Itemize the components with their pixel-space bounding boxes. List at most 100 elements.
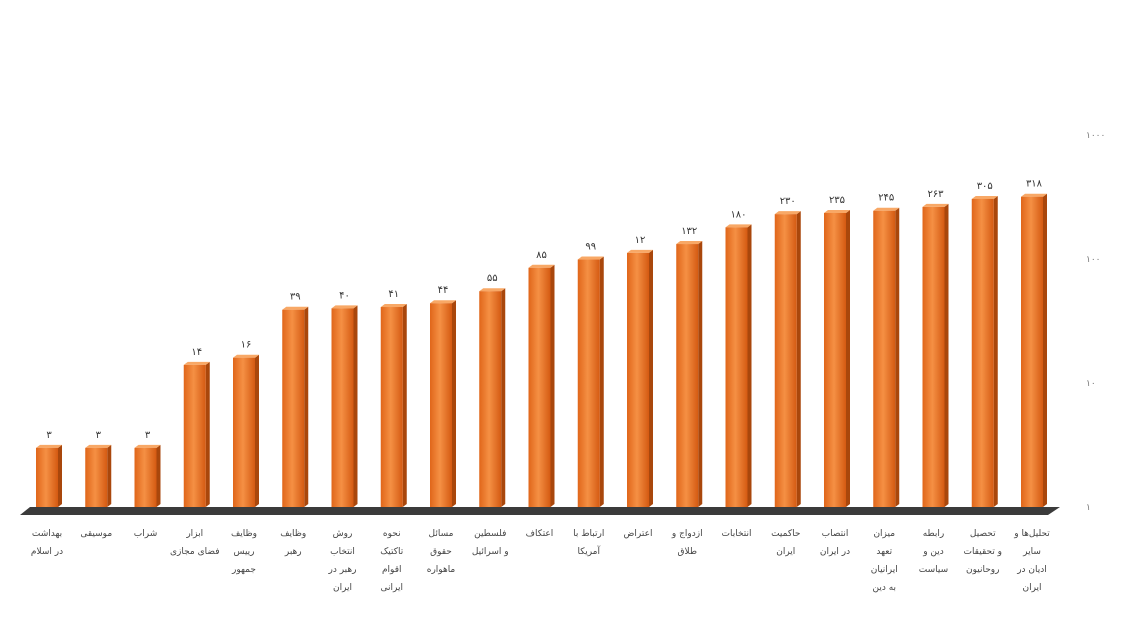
value-label: ۳ bbox=[96, 430, 102, 441]
value-label: ۴۰ bbox=[339, 290, 350, 301]
value-label: ۲۶۳ bbox=[927, 189, 944, 200]
bar bbox=[36, 447, 58, 507]
bar bbox=[971, 198, 994, 507]
bar-top bbox=[627, 249, 653, 253]
category-label: ارتباط با آمریکا bbox=[573, 529, 604, 557]
category-label: میزان تعهد ایرانیان به دین bbox=[871, 529, 898, 593]
y-axis-ticks: ۱ ۱۰ ۱۰۰ ۱۰۰۰ bbox=[1086, 131, 1105, 513]
bar-side bbox=[649, 249, 653, 507]
category-label: اعتراض bbox=[624, 529, 653, 539]
category-label: ازدواج و طلاق bbox=[671, 529, 703, 557]
bar bbox=[380, 307, 403, 507]
value-label: ۲۴۵ bbox=[878, 193, 894, 204]
bar bbox=[282, 309, 305, 507]
category-label: نحوه تاکتیک اقوام ایرانی bbox=[380, 529, 404, 593]
bar-side bbox=[895, 207, 900, 507]
value-labels: ۳۱۸ ۳۰۵ ۲۶۳ ۲۴۵ ۲۳۵ ۲۳۰ ۱۸۰ ۱۳۲ ۱۲ ۹۹ ۸۵ ۵۵ ۴۴ ۴۱ ۴۰ ۳۹… bbox=[46, 179, 1042, 441]
bar bbox=[1021, 196, 1043, 507]
value-label: ۳۹ bbox=[290, 292, 301, 303]
bar-side bbox=[747, 224, 752, 508]
category-label: مسائل حقوق ماهواره bbox=[427, 529, 456, 575]
category-label: وظایف رییس جمهور bbox=[231, 529, 257, 575]
bar-side bbox=[107, 444, 112, 507]
bars bbox=[36, 193, 1047, 508]
category-label: تحصیل و تحقیقات روحانیون bbox=[963, 529, 1002, 575]
bar bbox=[627, 252, 649, 507]
bar bbox=[233, 357, 255, 507]
y-tick-label: ۱ bbox=[1086, 503, 1091, 513]
bar-top bbox=[971, 195, 998, 199]
bar-top bbox=[1021, 193, 1047, 197]
bar bbox=[430, 303, 452, 507]
bar bbox=[85, 447, 108, 507]
bar-top bbox=[528, 264, 555, 268]
bar-top bbox=[85, 444, 112, 448]
value-label: ۹۹ bbox=[585, 242, 596, 253]
value-label: ۴۴ bbox=[438, 285, 449, 296]
value-label: ۸۵ bbox=[536, 250, 547, 261]
bar-side bbox=[550, 264, 555, 507]
bar-top bbox=[183, 361, 210, 365]
bar-side bbox=[353, 305, 358, 507]
category-label: ابزار فضای مجازی bbox=[170, 529, 220, 557]
bar bbox=[676, 244, 699, 507]
bar-top bbox=[922, 203, 949, 207]
bar bbox=[183, 364, 206, 507]
category-label: انتخابات bbox=[722, 529, 752, 539]
bar bbox=[134, 447, 157, 507]
y-tick-label: ۱۰ bbox=[1086, 379, 1096, 389]
bar-side bbox=[402, 304, 407, 507]
bar-side bbox=[846, 209, 850, 507]
bar bbox=[528, 267, 551, 507]
bar-top bbox=[774, 211, 801, 215]
category-label: بهداشت در اسلام bbox=[31, 529, 63, 557]
chart-floor bbox=[20, 507, 1060, 515]
value-label: ۱۸۰ bbox=[730, 209, 746, 220]
bar-top bbox=[824, 209, 850, 213]
bar-top bbox=[676, 241, 703, 245]
category-label: حاکمیت ایران bbox=[771, 529, 800, 557]
value-label: ۱۶ bbox=[241, 340, 252, 351]
bar bbox=[774, 214, 797, 507]
bar-side bbox=[452, 300, 456, 507]
bar-side bbox=[156, 444, 161, 507]
bar bbox=[873, 210, 896, 507]
bar-top bbox=[36, 444, 62, 448]
bar-side bbox=[205, 361, 210, 507]
value-label: ۱۴ bbox=[191, 347, 202, 358]
y-tick-label: ۱۰۰ bbox=[1086, 255, 1101, 265]
bar-side bbox=[58, 444, 62, 507]
value-label: ۴۱ bbox=[388, 289, 399, 300]
bar-top bbox=[282, 306, 309, 310]
category-label: فلسطین و اسرائیل bbox=[472, 529, 509, 557]
value-label: ۲۳۰ bbox=[780, 196, 796, 207]
bar bbox=[331, 308, 354, 507]
bar bbox=[479, 291, 502, 507]
bar-side bbox=[304, 306, 309, 507]
bar-side bbox=[599, 256, 604, 507]
value-label: ۵۵ bbox=[487, 273, 498, 284]
category-label: شراب bbox=[134, 529, 157, 539]
value-label: ۱۲ bbox=[635, 235, 646, 246]
bar bbox=[922, 206, 945, 508]
value-label: ۳۱۸ bbox=[1026, 179, 1043, 190]
bar-top bbox=[430, 300, 456, 304]
bar-top bbox=[577, 256, 604, 260]
bar bbox=[824, 212, 846, 507]
category-label: انتصاب در ایران bbox=[820, 529, 850, 557]
bar-side bbox=[698, 241, 703, 507]
bar-top bbox=[873, 207, 900, 211]
value-label: ۲۳۵ bbox=[829, 195, 845, 206]
category-label: موسیقی bbox=[80, 529, 112, 539]
value-label: ۳۰۵ bbox=[977, 181, 993, 192]
category-label: رابطه دین و سیاست bbox=[919, 529, 948, 575]
bar-side bbox=[993, 195, 998, 507]
bar-top bbox=[233, 354, 259, 358]
bar-side bbox=[255, 354, 259, 507]
category-label: روش انتخاب رهبر در ایران bbox=[328, 529, 357, 593]
bar-top bbox=[479, 288, 506, 292]
bar-top bbox=[134, 444, 161, 448]
bar-side bbox=[501, 288, 506, 507]
bar-top bbox=[725, 224, 752, 228]
